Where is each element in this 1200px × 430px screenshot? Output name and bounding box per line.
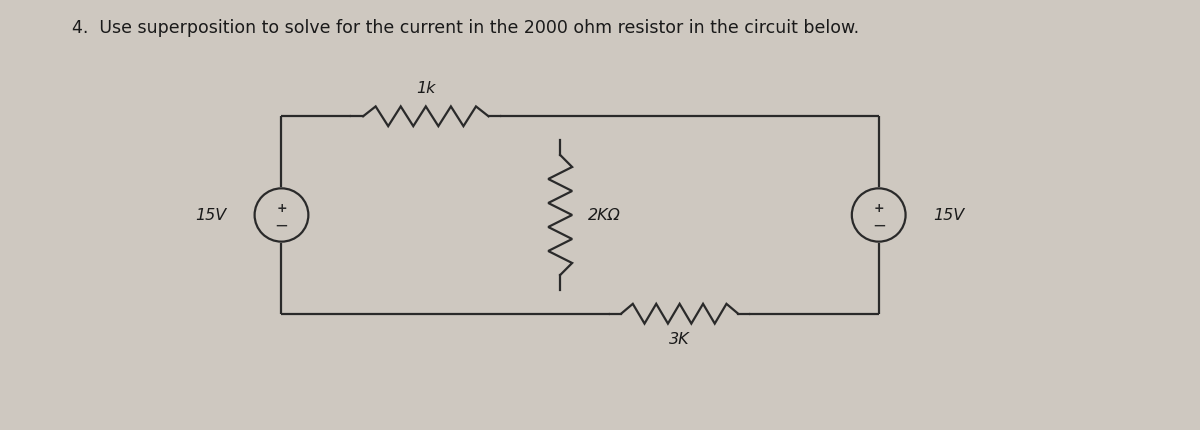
Text: −: − [871,216,886,234]
Text: 2KΩ: 2KΩ [588,208,620,223]
Text: 4.  Use superposition to solve for the current in the 2000 ohm resistor in the c: 4. Use superposition to solve for the cu… [72,18,859,37]
Text: +: + [276,201,287,214]
Text: +: + [874,201,884,214]
Text: −: − [275,216,288,234]
Text: 15V: 15V [196,208,227,223]
Text: 1k: 1k [416,80,436,95]
Text: 15V: 15V [934,208,965,223]
Text: 3K: 3K [670,332,690,347]
